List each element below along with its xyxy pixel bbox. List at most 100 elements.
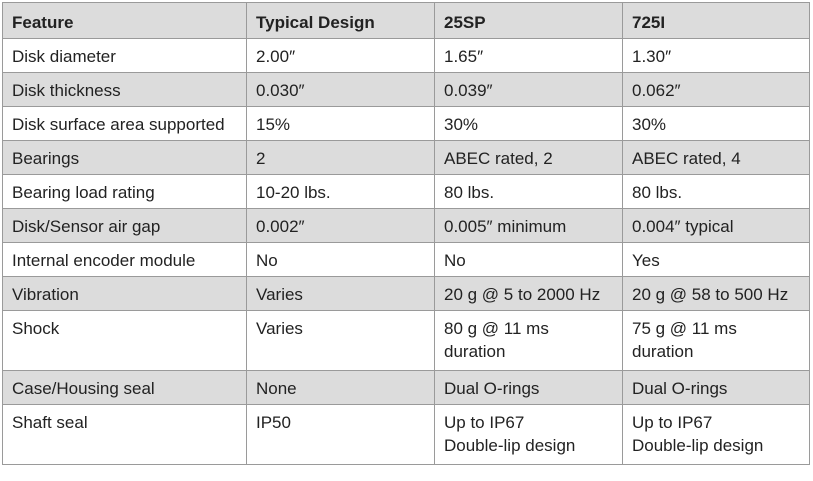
cell-725i: 75 g @ 11 ms duration [622, 310, 810, 371]
cell-725i: 1.30″ [622, 38, 810, 73]
cell-text: Bearings [12, 149, 80, 168]
cell-25sp: 0.039″ [434, 72, 623, 107]
cell-725i: Dual O-rings [622, 370, 810, 405]
column-header-25sp: 25SP [434, 2, 623, 39]
column-header-feature: Feature [2, 2, 247, 39]
cell-typical-design: 2.00″ [246, 38, 435, 73]
cell-text: Up to IP67 [632, 413, 713, 432]
cell-feature: Bearing load rating [2, 174, 247, 209]
cell-text: Case/Housing seal [12, 379, 155, 398]
cell-725i: 30% [622, 106, 810, 141]
cell-text: Varies [256, 285, 303, 304]
cell-text: Up to IP67 [444, 413, 525, 432]
cell-text: None [256, 379, 297, 398]
cell-text: 80 lbs. [632, 183, 683, 202]
cell-text: duration [444, 342, 506, 361]
cell-725i: Up to IP67 Double-lip design [622, 404, 810, 465]
cell-text: 0.062″ [632, 81, 681, 100]
cell-text: Disk diameter [12, 47, 116, 66]
cell-text: Internal encoder module [12, 251, 196, 270]
table-row: Shock Varies 80 g @ 11 ms duration 75 g @ 11… [2, 310, 810, 371]
cell-text: 20 g @ 5 to 2000 Hz [444, 285, 601, 304]
cell-25sp: ABEC rated, 2 [434, 140, 623, 175]
cell-text: 30% [632, 115, 667, 134]
cell-typical-design: 10-20 lbs. [246, 174, 435, 209]
column-header-typical-design: Typical Design [246, 2, 435, 39]
cell-text: 0.005″ minimum [444, 217, 567, 236]
cell-text: Bearing load rating [12, 183, 155, 202]
cell-25sp: 1.65″ [434, 38, 623, 73]
cell-text: 30% [444, 115, 479, 134]
cell-725i: 80 lbs. [622, 174, 810, 209]
cell-typical-design: Varies [246, 276, 435, 311]
cell-text: Double-lip design [444, 436, 576, 455]
cell-text: duration [632, 342, 694, 361]
cell-725i: Yes [622, 242, 810, 277]
cell-text: Shaft seal [12, 413, 88, 432]
cell-text: 80 g @ 11 ms [444, 319, 549, 338]
cell-text: Yes [632, 251, 660, 270]
table-row: Disk thickness 0.030″ 0.039″ 0.062″ [2, 72, 810, 107]
table-row: Bearing load rating 10-20 lbs. 80 lbs. 80 l… [2, 174, 810, 209]
cell-feature: Case/Housing seal [2, 370, 247, 405]
table-row: Internal encoder module No No Yes [2, 242, 810, 277]
cell-text: 2 [256, 149, 266, 168]
cell-text: Shock [12, 319, 60, 338]
cell-text: 20 g @ 58 to 500 Hz [632, 285, 789, 304]
cell-text: 75 g @ 11 ms [632, 319, 737, 338]
table-row: Disk surface area supported 15% 30% 30% [2, 106, 810, 141]
cell-text: No [256, 251, 278, 270]
cell-25sp: Dual O-rings [434, 370, 623, 405]
cell-text: ABEC rated, 4 [632, 149, 741, 168]
cell-725i: 0.062″ [622, 72, 810, 107]
cell-feature: Vibration [2, 276, 247, 311]
cell-text: 80 lbs. [444, 183, 495, 202]
cell-25sp: 80 g @ 11 ms duration [434, 310, 623, 371]
table-row: Shaft seal IP50 Up to IP67 Double-lip desig… [2, 404, 810, 465]
cell-text: Disk surface area supported [12, 115, 225, 134]
cell-text: 1.65″ [444, 47, 484, 66]
cell-typical-design: Varies [246, 310, 435, 371]
cell-feature: Shock [2, 310, 247, 371]
cell-typical-design: 2 [246, 140, 435, 175]
cell-725i: ABEC rated, 4 [622, 140, 810, 175]
table-row: Vibration Varies 20 g @ 5 to 2000 Hz 20 g @… [2, 276, 810, 311]
cell-725i: 0.004″ typical [622, 208, 810, 243]
cell-25sp: 80 lbs. [434, 174, 623, 209]
cell-text: 0.002″ [256, 217, 305, 236]
cell-25sp: Up to IP67 Double-lip design [434, 404, 623, 465]
cell-text: 0.030″ [256, 81, 305, 100]
cell-text: 0.004″ typical [632, 217, 734, 236]
cell-text: Vibration [12, 285, 79, 304]
cell-25sp: 0.005″ minimum [434, 208, 623, 243]
table-row: Case/Housing seal None Dual O-rings Dual O-… [2, 370, 810, 405]
cell-feature: Shaft seal [2, 404, 247, 465]
table-body: Disk diameter 2.00″ 1.65″ 1.30″ Disk thickne… [2, 38, 810, 465]
cell-text: 0.039″ [444, 81, 493, 100]
cell-text: No [444, 251, 466, 270]
cell-725i: 20 g @ 58 to 500 Hz [622, 276, 810, 311]
cell-typical-design: No [246, 242, 435, 277]
header-row: Feature Typical Design 25SP 725I [2, 2, 810, 39]
cell-25sp: 30% [434, 106, 623, 141]
table-wrapper: Feature Typical Design 25SP 725I Disk di… [2, 2, 810, 465]
cell-typical-design: 15% [246, 106, 435, 141]
cell-text: IP50 [256, 413, 291, 432]
cell-typical-design: 0.030″ [246, 72, 435, 107]
cell-text: Disk thickness [12, 81, 121, 100]
cell-25sp: 20 g @ 5 to 2000 Hz [434, 276, 623, 311]
cell-typical-design: IP50 [246, 404, 435, 465]
cell-feature: Disk diameter [2, 38, 247, 73]
cell-feature: Disk surface area supported [2, 106, 247, 141]
cell-text: 15% [256, 115, 291, 134]
cell-text: 2.00″ [256, 47, 296, 66]
cell-feature: Disk thickness [2, 72, 247, 107]
cell-feature: Disk/Sensor air gap [2, 208, 247, 243]
cell-text: Disk/Sensor air gap [12, 217, 161, 236]
cell-feature: Internal encoder module [2, 242, 247, 277]
cell-text: Double-lip design [632, 436, 764, 455]
cell-text: Varies [256, 319, 303, 338]
cell-typical-design: 0.002″ [246, 208, 435, 243]
feature-comparison-table: Feature Typical Design 25SP 725I Disk di… [2, 2, 810, 465]
cell-text: 1.30″ [632, 47, 672, 66]
